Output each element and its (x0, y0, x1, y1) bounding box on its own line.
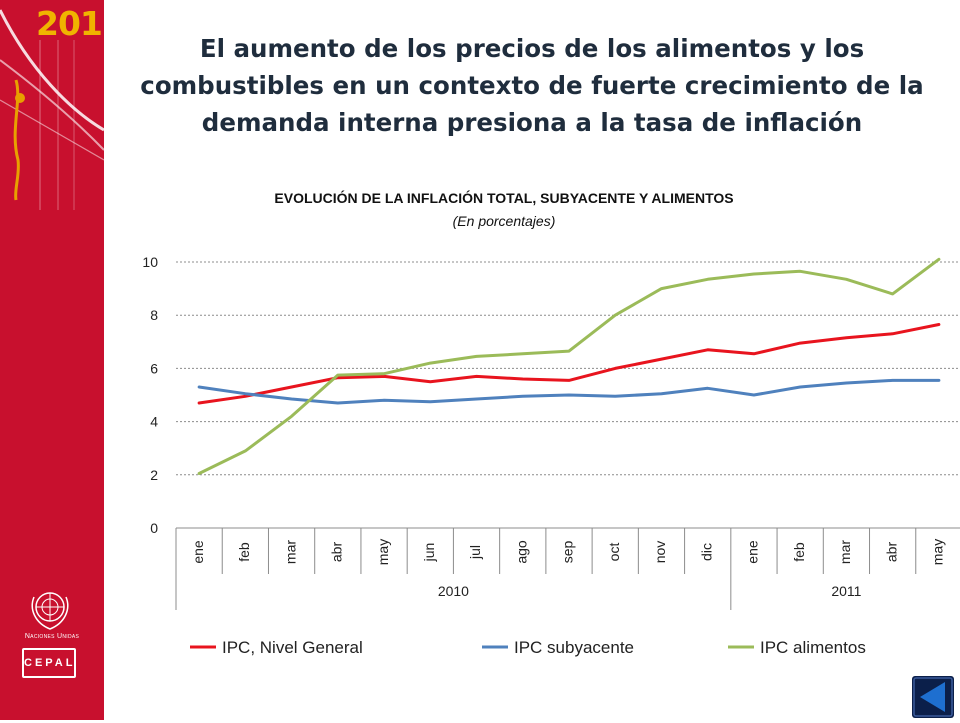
x-tick-label: dic (698, 543, 714, 561)
line-chart: 0 2 4 6 8 10 ene feb mar abr may jun jul ago sep oct nov… (142, 254, 960, 657)
year-label: 2011 (831, 583, 861, 599)
un-emblem-icon (31, 592, 69, 630)
x-tick-label: ene (745, 540, 761, 564)
x-tick-label: sep (560, 541, 576, 564)
year-badge: 2011 (36, 4, 104, 43)
x-tick-label: abr (883, 542, 899, 563)
y-tick-label: 10 (142, 254, 158, 270)
x-tick-label: nov (652, 541, 668, 564)
x-tick-label: ene (190, 540, 206, 564)
chart-subtitle: (En porcentajes) (452, 213, 556, 229)
x-tick-label: abr (329, 542, 345, 563)
year-label: 2010 (438, 583, 469, 599)
x-tick-label: ago (513, 540, 529, 564)
cepal-logo: CEPAL (22, 648, 76, 678)
y-tick-label: 0 (150, 520, 158, 536)
y-tick-label: 4 (150, 414, 158, 430)
y-tick-label: 8 (150, 307, 158, 323)
back-button[interactable] (912, 676, 954, 718)
series-line-2 (197, 378, 941, 405)
chart-title: EVOLUCIÓN DE LA INFLACIÓN TOTAL, SUBYACE… (274, 190, 734, 206)
legend-label: IPC subyacente (514, 638, 634, 657)
x-tick-label: may (375, 539, 391, 565)
x-tick-label: mar (282, 540, 298, 564)
legend-label: IPC alimentos (760, 638, 866, 657)
x-tick-label: mar (837, 540, 853, 564)
un-logo-text: Naciones Unidas (24, 633, 80, 640)
x-tick-label: feb (236, 542, 252, 562)
decorative-lines (0, 9, 104, 210)
y-tick-label: 2 (150, 467, 158, 483)
series-line-1 (197, 323, 941, 405)
slide-headline: El aumento de los precios de los aliment… (140, 34, 924, 137)
x-tick-label: feb (791, 542, 807, 562)
x-tick-label: oct (606, 543, 622, 562)
back-arrow-icon (913, 677, 953, 717)
y-tick-label: 6 (150, 360, 158, 376)
sidebar-band: 2011 Naciones Unidas CEPAL (0, 0, 104, 720)
x-tick-label: jul (467, 545, 483, 560)
x-tick-label: jun (421, 543, 437, 563)
series-line-3 (197, 257, 941, 475)
legend-label: IPC, Nivel General (222, 638, 363, 657)
x-tick-label: may (930, 539, 946, 565)
